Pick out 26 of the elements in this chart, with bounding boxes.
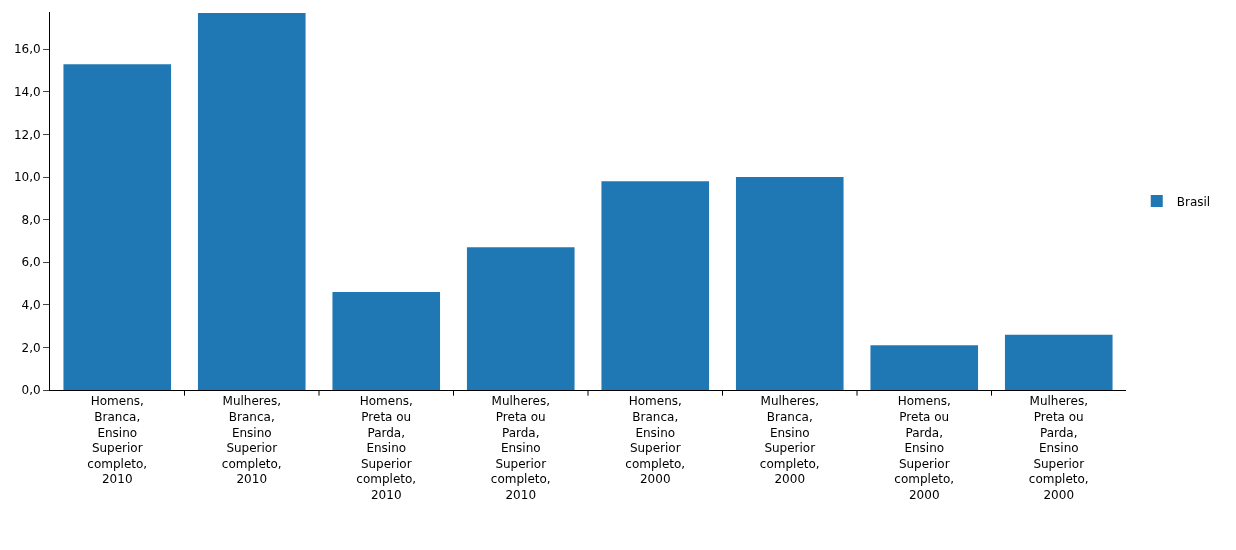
y-tick-label: 8,0 xyxy=(21,212,41,227)
bar xyxy=(601,181,710,390)
y-tick-label: 10,0 xyxy=(13,170,41,185)
y-tick-label: 12,0 xyxy=(13,127,41,142)
bar xyxy=(332,292,441,390)
bar xyxy=(870,345,979,390)
x-tick-label: Homens, Preta ou Parda, Ensino Superior completo, 2010 xyxy=(356,394,417,502)
bar xyxy=(1004,334,1113,390)
bar xyxy=(197,13,306,390)
x-tick-label: Mulheres, Branca, Ensino Superior completo, 2010 xyxy=(221,394,282,487)
y-tick-label: 4,0 xyxy=(21,298,41,313)
y-tick-label: 6,0 xyxy=(21,255,41,270)
x-tick-label: Homens, Branca, Ensino Superior completo, 2000 xyxy=(625,394,686,487)
bar xyxy=(63,64,172,390)
x-tick-label: Homens, Preta ou Parda, Ensino Superior completo, 2000 xyxy=(894,394,955,502)
x-tick-label: Mulheres, Preta ou Parda, Ensino Superior completo, 2000 xyxy=(1028,394,1089,502)
bar xyxy=(466,247,575,390)
y-tick-label: 0,0 xyxy=(21,383,41,398)
legend-label: Brasil xyxy=(1176,194,1211,209)
x-tick-label: Mulheres, Branca, Ensino Superior completo, 2000 xyxy=(759,394,820,487)
x-tick-label: Mulheres, Preta ou Parda, Ensino Superior completo, 2010 xyxy=(490,394,551,502)
y-tick-label: 16,0 xyxy=(13,42,41,57)
bar xyxy=(735,177,844,390)
y-tick-label: 2,0 xyxy=(21,340,41,355)
x-tick-label: Homens, Branca, Ensino Superior completo, 2010 xyxy=(87,394,148,487)
y-tick-label: 14,0 xyxy=(13,85,41,100)
